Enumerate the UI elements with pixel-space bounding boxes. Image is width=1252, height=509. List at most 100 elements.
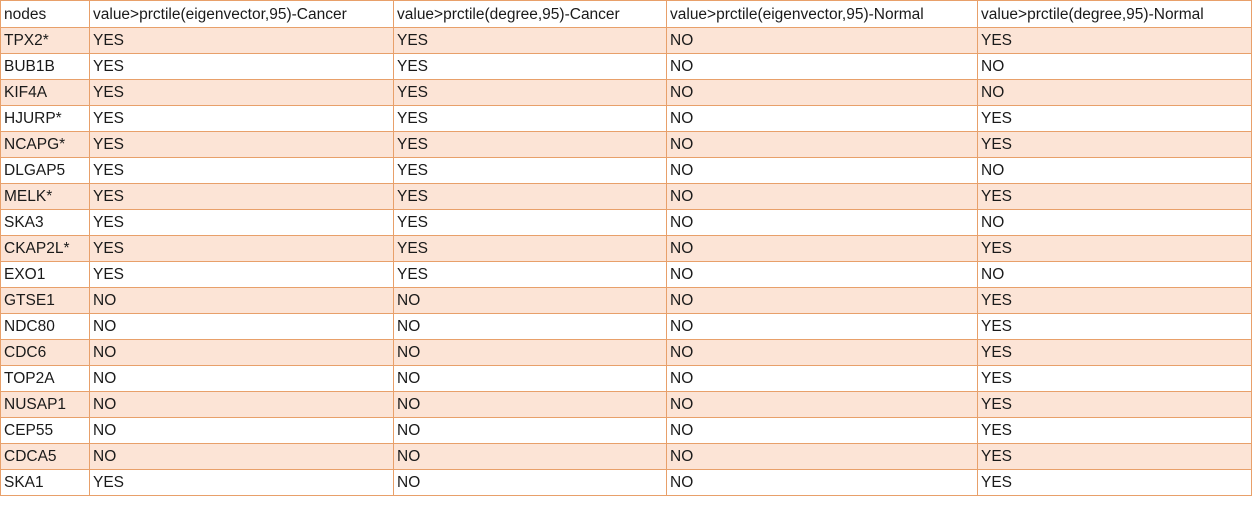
cell-eigenvector-normal[interactable]: NO (666, 105, 978, 132)
cell-degree-cancer[interactable]: YES (393, 79, 667, 106)
cell-eigenvector-cancer[interactable]: NO (89, 339, 394, 366)
cell-degree-cancer[interactable]: NO (393, 391, 667, 418)
cell-eigenvector-normal[interactable]: NO (666, 209, 978, 236)
cell-eigenvector-normal[interactable]: NO (666, 131, 978, 158)
cell-eigenvector-cancer[interactable]: NO (89, 443, 394, 470)
cell-node[interactable]: GTSE1 (0, 287, 90, 314)
cell-eigenvector-normal[interactable]: NO (666, 365, 978, 392)
table-row: SKA3 YES YES NO NO (0, 209, 1252, 236)
cell-degree-normal[interactable]: YES (977, 391, 1252, 418)
cell-degree-normal[interactable]: YES (977, 235, 1252, 262)
table-row: NDC80 NO NO NO YES (0, 313, 1252, 340)
cell-eigenvector-cancer[interactable]: YES (89, 157, 394, 184)
header-cell-degree-normal[interactable]: value>prctile(degree,95)-Normal (977, 0, 1252, 28)
cell-eigenvector-cancer[interactable]: NO (89, 365, 394, 392)
cell-eigenvector-normal[interactable]: NO (666, 157, 978, 184)
cell-eigenvector-cancer[interactable]: NO (89, 417, 394, 444)
header-cell-eigenvector-normal[interactable]: value>prctile(eigenvector,95)-Normal (666, 0, 978, 28)
cell-degree-normal[interactable]: YES (977, 131, 1252, 158)
cell-eigenvector-normal[interactable]: NO (666, 261, 978, 288)
cell-eigenvector-normal[interactable]: NO (666, 391, 978, 418)
cell-eigenvector-cancer[interactable]: YES (89, 27, 394, 54)
cell-degree-normal[interactable]: YES (977, 365, 1252, 392)
cell-node[interactable]: MELK* (0, 183, 90, 210)
cell-node[interactable]: CKAP2L* (0, 235, 90, 262)
cell-degree-normal[interactable]: NO (977, 157, 1252, 184)
cell-degree-cancer[interactable]: NO (393, 443, 667, 470)
cell-node[interactable]: KIF4A (0, 79, 90, 106)
cell-degree-cancer[interactable]: YES (393, 131, 667, 158)
cell-eigenvector-normal[interactable]: NO (666, 417, 978, 444)
cell-eigenvector-normal[interactable]: NO (666, 235, 978, 262)
cell-node[interactable]: SKA1 (0, 469, 90, 496)
table-row: CDCA5 NO NO NO YES (0, 443, 1252, 470)
cell-node[interactable]: HJURP* (0, 105, 90, 132)
cell-eigenvector-cancer[interactable]: YES (89, 261, 394, 288)
cell-degree-cancer[interactable]: YES (393, 27, 667, 54)
header-cell-eigenvector-cancer[interactable]: value>prctile(eigenvector,95)-Cancer (89, 0, 394, 28)
cell-degree-cancer[interactable]: YES (393, 209, 667, 236)
cell-degree-cancer[interactable]: NO (393, 417, 667, 444)
cell-degree-normal[interactable]: NO (977, 261, 1252, 288)
cell-degree-cancer[interactable]: NO (393, 339, 667, 366)
cell-eigenvector-cancer[interactable]: YES (89, 209, 394, 236)
cell-degree-cancer[interactable]: YES (393, 183, 667, 210)
cell-eigenvector-cancer[interactable]: YES (89, 183, 394, 210)
cell-eigenvector-cancer[interactable]: NO (89, 287, 394, 314)
cell-degree-normal[interactable]: NO (977, 53, 1252, 80)
cell-degree-normal[interactable]: YES (977, 417, 1252, 444)
cell-eigenvector-normal[interactable]: NO (666, 443, 978, 470)
cell-node[interactable]: NCAPG* (0, 131, 90, 158)
cell-degree-cancer[interactable]: YES (393, 53, 667, 80)
table-row: SKA1 YES NO NO YES (0, 469, 1252, 496)
cell-degree-normal[interactable]: YES (977, 339, 1252, 366)
cell-node[interactable]: SKA3 (0, 209, 90, 236)
cell-node[interactable]: TOP2A (0, 365, 90, 392)
cell-degree-cancer[interactable]: NO (393, 313, 667, 340)
cell-node[interactable]: CDC6 (0, 339, 90, 366)
cell-eigenvector-normal[interactable]: NO (666, 79, 978, 106)
cell-eigenvector-normal[interactable]: NO (666, 339, 978, 366)
cell-degree-normal[interactable]: YES (977, 469, 1252, 496)
cell-degree-normal[interactable]: NO (977, 79, 1252, 106)
cell-degree-normal[interactable]: YES (977, 183, 1252, 210)
cell-eigenvector-normal[interactable]: NO (666, 313, 978, 340)
cell-degree-normal[interactable]: YES (977, 443, 1252, 470)
cell-degree-cancer[interactable]: YES (393, 105, 667, 132)
cell-node[interactable]: NUSAP1 (0, 391, 90, 418)
cell-degree-normal[interactable]: YES (977, 313, 1252, 340)
cell-node[interactable]: NDC80 (0, 313, 90, 340)
cell-node[interactable]: CEP55 (0, 417, 90, 444)
cell-degree-cancer[interactable]: YES (393, 235, 667, 262)
cell-degree-cancer[interactable]: YES (393, 261, 667, 288)
header-cell-nodes[interactable]: nodes (0, 0, 90, 28)
cell-degree-normal[interactable]: YES (977, 105, 1252, 132)
cell-node[interactable]: TPX2* (0, 27, 90, 54)
cell-eigenvector-cancer[interactable]: YES (89, 53, 394, 80)
cell-degree-cancer[interactable]: YES (393, 157, 667, 184)
cell-degree-cancer[interactable]: NO (393, 469, 667, 496)
cell-eigenvector-cancer[interactable]: NO (89, 391, 394, 418)
cell-eigenvector-cancer[interactable]: YES (89, 105, 394, 132)
cell-eigenvector-cancer[interactable]: YES (89, 469, 394, 496)
table-row: CEP55 NO NO NO YES (0, 417, 1252, 444)
cell-degree-normal[interactable]: YES (977, 287, 1252, 314)
cell-eigenvector-normal[interactable]: NO (666, 469, 978, 496)
cell-eigenvector-cancer[interactable]: YES (89, 79, 394, 106)
cell-degree-cancer[interactable]: NO (393, 287, 667, 314)
cell-degree-cancer[interactable]: NO (393, 365, 667, 392)
cell-eigenvector-cancer[interactable]: YES (89, 235, 394, 262)
cell-node[interactable]: EXO1 (0, 261, 90, 288)
cell-eigenvector-cancer[interactable]: NO (89, 313, 394, 340)
cell-node[interactable]: BUB1B (0, 53, 90, 80)
cell-eigenvector-normal[interactable]: NO (666, 53, 978, 80)
cell-eigenvector-cancer[interactable]: YES (89, 131, 394, 158)
cell-node[interactable]: CDCA5 (0, 443, 90, 470)
cell-eigenvector-normal[interactable]: NO (666, 287, 978, 314)
header-cell-degree-cancer[interactable]: value>prctile(degree,95)-Cancer (393, 0, 667, 28)
cell-node[interactable]: DLGAP5 (0, 157, 90, 184)
cell-eigenvector-normal[interactable]: NO (666, 183, 978, 210)
cell-degree-normal[interactable]: YES (977, 27, 1252, 54)
cell-eigenvector-normal[interactable]: NO (666, 27, 978, 54)
cell-degree-normal[interactable]: NO (977, 209, 1252, 236)
